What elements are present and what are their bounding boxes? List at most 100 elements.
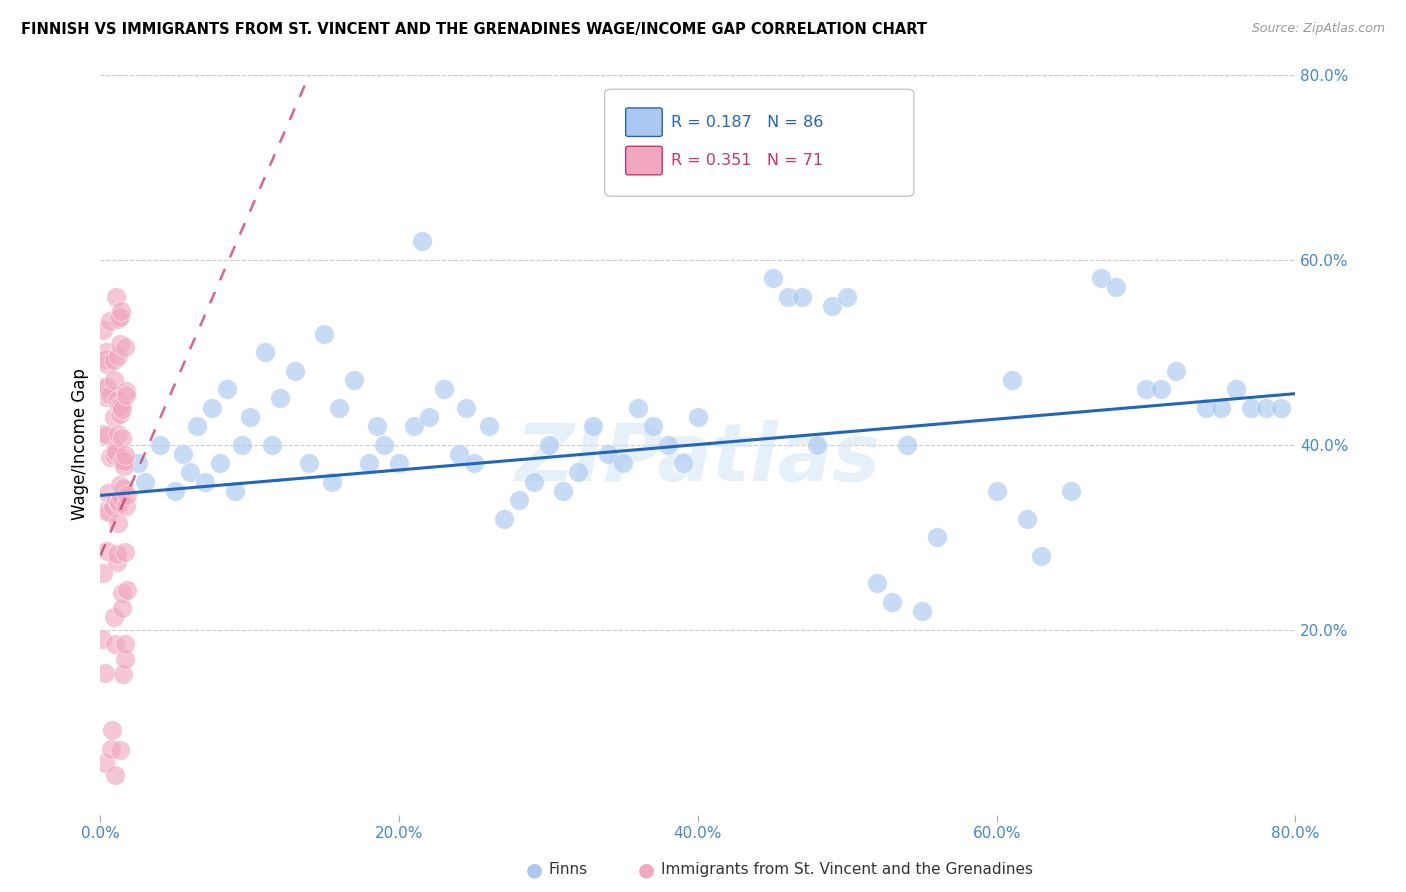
Point: [91, 632, 114, 647]
Text: Immigrants from St. Vincent and the Grenadines: Immigrants from St. Vincent and the Gren…: [661, 863, 1033, 877]
Point: [98, 388, 121, 402]
Point: [911, 604, 934, 618]
Point: [321, 475, 343, 489]
Point: [217, 382, 239, 396]
Point: [110, 310, 132, 325]
Point: [1001, 373, 1024, 387]
Point: [110, 491, 132, 505]
Point: [91, 323, 114, 337]
Point: [553, 483, 575, 498]
Point: [105, 290, 128, 304]
Point: [93, 380, 115, 394]
Point: [96, 427, 118, 442]
Point: [111, 601, 134, 615]
Point: [107, 427, 129, 442]
Point: [114, 545, 136, 559]
Point: [111, 431, 134, 445]
Point: [418, 409, 440, 424]
Point: [686, 409, 709, 424]
Point: [110, 399, 132, 413]
Point: [96, 351, 118, 366]
Point: [373, 437, 395, 451]
Point: [672, 456, 695, 470]
Point: [112, 454, 135, 468]
Point: [115, 499, 138, 513]
Point: [343, 373, 366, 387]
Point: [1225, 382, 1247, 396]
Point: [1209, 401, 1232, 415]
Point: [208, 456, 231, 470]
Point: [105, 392, 128, 407]
Point: [103, 443, 125, 458]
Point: [262, 437, 284, 451]
Point: [582, 419, 605, 434]
Point: [283, 363, 305, 377]
Point: [96, 380, 118, 394]
Point: [866, 576, 889, 591]
Point: [101, 500, 124, 514]
Point: [523, 475, 546, 489]
Text: Source: ZipAtlas.com: Source: ZipAtlas.com: [1251, 22, 1385, 36]
Point: [96, 345, 118, 359]
Point: [115, 488, 138, 502]
Point: [492, 511, 515, 525]
Point: [298, 456, 321, 470]
Point: [627, 401, 650, 415]
Point: [98, 314, 121, 328]
Point: [201, 401, 224, 415]
Point: [111, 454, 134, 468]
Point: [411, 234, 433, 248]
Text: ●: ●: [638, 860, 655, 880]
Point: [149, 437, 172, 451]
Point: [806, 437, 828, 451]
Point: [1060, 483, 1083, 498]
Text: Finns: Finns: [548, 863, 588, 877]
Point: [114, 340, 136, 354]
Point: [537, 437, 560, 451]
Point: [112, 481, 135, 495]
Point: [105, 445, 128, 459]
Point: [1150, 382, 1173, 396]
Point: [402, 419, 425, 434]
Point: [114, 449, 136, 463]
Point: [115, 582, 138, 597]
Point: [447, 447, 470, 461]
Point: [104, 768, 127, 782]
Point: [1164, 363, 1187, 377]
Point: [103, 353, 125, 368]
Point: [851, 160, 873, 174]
Point: [986, 483, 1008, 498]
Point: [94, 390, 117, 404]
Point: [93, 756, 115, 771]
Point: [103, 409, 125, 424]
Text: ●: ●: [526, 860, 543, 880]
Point: [1105, 280, 1128, 294]
Point: [463, 456, 485, 470]
Point: [107, 311, 129, 326]
Point: [456, 401, 478, 415]
Point: [762, 271, 785, 285]
Point: [110, 303, 132, 318]
Point: [108, 407, 131, 421]
Point: [1135, 382, 1157, 396]
Point: [1015, 511, 1038, 525]
Point: [111, 586, 134, 600]
Point: [100, 723, 122, 737]
Point: [328, 401, 350, 415]
Point: [111, 667, 134, 681]
Point: [896, 437, 918, 451]
Point: [433, 382, 456, 396]
Point: [114, 637, 136, 651]
Point: [366, 419, 388, 434]
Point: [98, 450, 121, 464]
Point: [643, 419, 665, 434]
Point: [567, 465, 589, 479]
Point: [163, 483, 186, 498]
Point: [127, 456, 149, 470]
Point: [776, 289, 799, 303]
Y-axis label: Wage/Income Gap: Wage/Income Gap: [72, 368, 89, 520]
Point: [657, 437, 679, 451]
Point: [269, 391, 291, 405]
Point: [1240, 401, 1263, 415]
Point: [1195, 401, 1218, 415]
